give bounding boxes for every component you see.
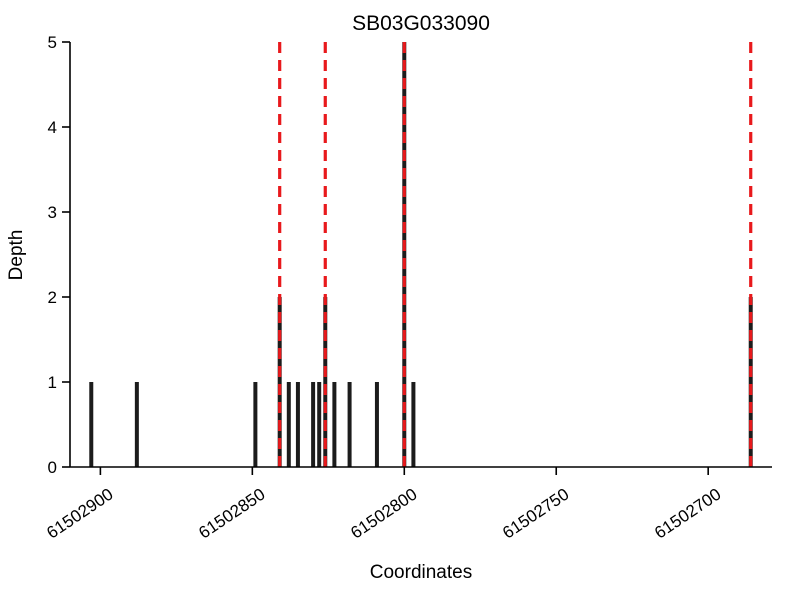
coverage-bar xyxy=(89,382,94,467)
y-tick-label: 0 xyxy=(48,458,57,477)
coverage-bar xyxy=(317,382,322,467)
x-tick-label: 61502800 xyxy=(347,485,420,543)
x-tick-label: 61502850 xyxy=(195,485,268,543)
bars-group xyxy=(89,42,753,467)
y-tick-label: 1 xyxy=(48,373,57,392)
y-tick-label: 4 xyxy=(48,118,57,137)
coverage-bar xyxy=(748,297,753,467)
x-tick-label: 61502750 xyxy=(499,485,572,543)
coverage-bar xyxy=(295,382,300,467)
x-axis-label: Coordinates xyxy=(370,562,472,583)
coverage-bar xyxy=(311,382,316,467)
coverage-bar xyxy=(323,297,328,467)
y-tick-label: 2 xyxy=(48,288,57,307)
x-tick-label: 61502900 xyxy=(43,485,116,543)
coverage-bar xyxy=(374,382,379,467)
y-tick-label: 5 xyxy=(48,33,57,52)
coverage-bar xyxy=(347,382,352,467)
coverage-bar xyxy=(332,382,337,467)
coverage-bar xyxy=(402,42,407,467)
axes-group: 0 1 2 3 4 5 61502900 61502850 61502800 61502750 61… xyxy=(43,33,772,543)
x-tick-label: 61502700 xyxy=(651,485,724,543)
y-axis-label: Depth xyxy=(6,230,27,281)
coverage-bar xyxy=(286,382,291,467)
coverage-bar xyxy=(134,382,139,467)
coverage-bar xyxy=(277,297,282,467)
chart-title: SB03G033090 xyxy=(352,12,490,35)
coverage-bar xyxy=(411,382,416,467)
plot-content: 0 1 2 3 4 5 61502900 61502850 61502800 61502750 61… xyxy=(43,33,772,543)
coverage-bar xyxy=(253,382,258,467)
y-tick-label: 3 xyxy=(48,203,57,222)
